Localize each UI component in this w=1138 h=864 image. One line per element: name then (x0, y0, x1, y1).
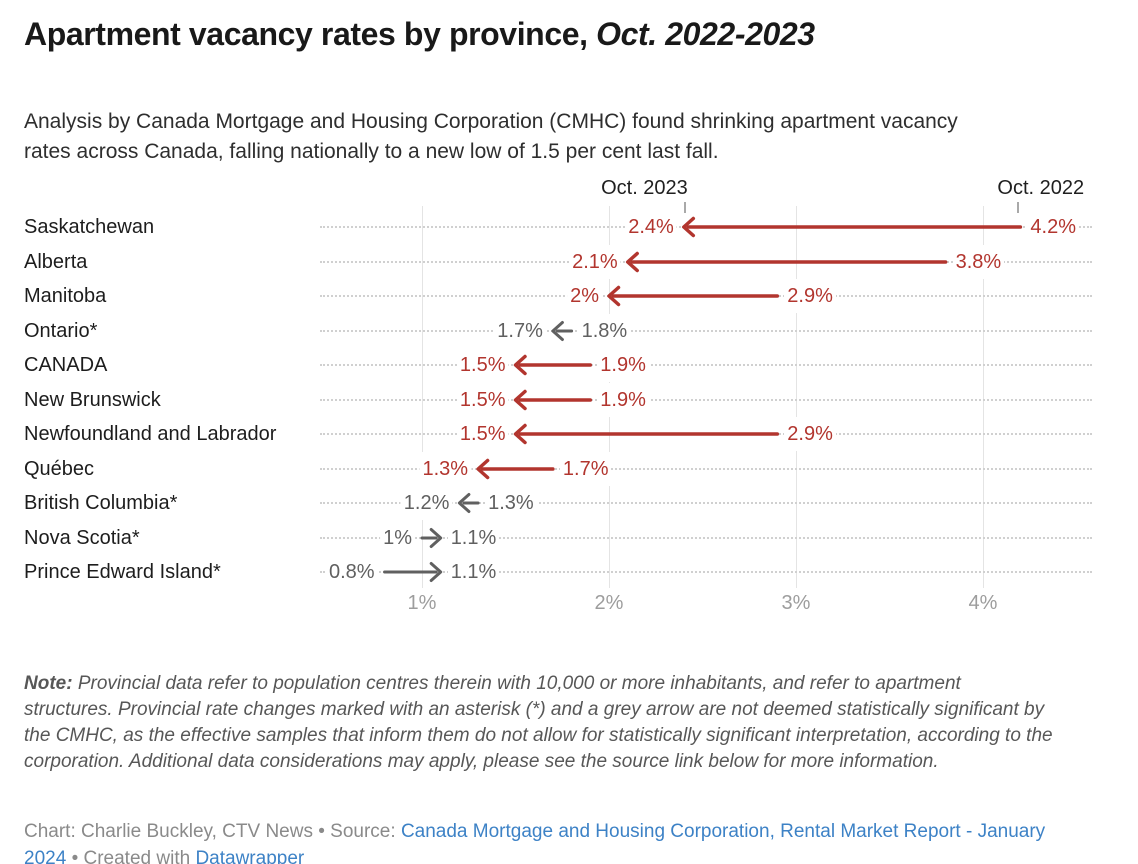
chart-row: Ontario* 1.7% 1.8% (0, 313, 1138, 348)
leader-dotted-line (320, 467, 1092, 470)
arrow (457, 493, 480, 513)
value-oct-2022: 1.9% (597, 348, 649, 382)
row-label: Ontario* (24, 313, 107, 348)
gridline (983, 206, 984, 588)
value-oct-2022: 2.9% (784, 279, 836, 313)
arrow (513, 423, 780, 445)
leader-dotted-line (320, 536, 1092, 539)
value-oct-2023: 1.5% (456, 417, 509, 451)
chart-row: Newfoundland and Labrador 1.5% 2.9% (0, 417, 1138, 451)
chart-subtitle: Analysis by Canada Mortgage and Housing … (24, 110, 958, 163)
value-oct-2023: 1.5% (456, 348, 509, 382)
value-oct-2022: 3.8% (952, 244, 1005, 279)
row-label: Québec (24, 451, 104, 486)
value-oct-2023: 2.4% (625, 210, 677, 244)
chart-note: Note: Provincial data refer to populatio… (24, 671, 1054, 775)
value-oct-2022: 2.9% (784, 417, 836, 451)
column-header-tick (1017, 202, 1020, 213)
value-oct-2022: 4.2% (1027, 210, 1079, 244)
credit-line: Chart: Charlie Buckley, CTV News • Sourc… (24, 818, 1086, 864)
chart-row: Prince Edward Island* 1.1% 0.8% (0, 555, 1138, 589)
x-axis-label: 3% (781, 592, 811, 614)
page-title-regular: Apartment vacancy rates by province, (24, 16, 597, 52)
value-oct-2023: 1.2% (400, 486, 453, 520)
note-label: Note: (24, 673, 73, 694)
credit-source-label: Source: (330, 821, 396, 842)
arrow (682, 216, 1023, 238)
value-oct-2022: 1.9% (597, 382, 649, 417)
row-label: Manitoba (24, 279, 116, 313)
chart-row: New Brunswick 1.5% 1.9% (0, 382, 1138, 417)
chart-row: Saskatchewan 2.4% 4.2% (0, 210, 1138, 244)
leader-dotted-line (320, 398, 1092, 401)
row-label: Saskatchewan (24, 210, 164, 244)
value-oct-2023: 1.5% (456, 382, 509, 417)
row-label: British Columbia* (24, 486, 187, 520)
value-oct-2023: 1.7% (494, 313, 546, 348)
column-header-tick (683, 202, 686, 213)
chart-row: Nova Scotia* 1.1% 1% (0, 520, 1138, 555)
value-oct-2022: 1.8% (578, 313, 631, 348)
x-axis-label: 1% (407, 592, 437, 614)
row-label: Newfoundland and Labrador (24, 417, 286, 451)
x-axis-label: 4% (968, 592, 998, 614)
chart-row: British Columbia* 1.2% 1.3% (0, 486, 1138, 520)
source-link[interactable]: Canada Mortgage and Housing Corporation,… (24, 821, 1046, 864)
leader-dotted-line (320, 502, 1092, 504)
arrow (420, 527, 443, 548)
gridline (796, 206, 797, 588)
row-label: Alberta (24, 244, 97, 279)
row-label: CANADA (24, 348, 117, 382)
datawrapper-link[interactable]: Datawrapper (195, 848, 305, 864)
chart-area: 1% 2% 3% 4% Oct. 2023 Oct. 2022 Saskatchewan 2.… (0, 177, 1138, 614)
credit-separator: • (71, 848, 79, 864)
note-text: Provincial data refer to population cent… (24, 673, 1053, 772)
row-label: Prince Edward Island* (24, 555, 230, 589)
value-oct-2022: 1.7% (559, 451, 612, 486)
arrow (476, 458, 555, 479)
arrow (383, 562, 443, 582)
value-oct-2023: 2% (567, 279, 602, 313)
credit-chart-author: Chart: Charlie Buckley, CTV News (24, 821, 313, 842)
chart-row: Manitoba 2% 2.9% (0, 279, 1138, 313)
value-oct-2022: 1% (380, 520, 415, 555)
value-oct-2023: 1.3% (419, 451, 472, 486)
arrow (607, 285, 780, 307)
value-oct-2022: 1.3% (485, 486, 537, 520)
arrow (513, 354, 593, 376)
page-title: Apartment vacancy rates by province, Oct… (24, 14, 815, 54)
leader-dotted-line (320, 571, 1092, 573)
column-header-oct-2023: Oct. 2023 (601, 177, 688, 199)
leader-dotted-line (320, 329, 1092, 332)
row-label: New Brunswick (24, 382, 170, 417)
leader-dotted-line (320, 364, 1092, 366)
chart-row: CANADA 1.5% 1.9% (0, 348, 1138, 382)
page-title-italic: Oct. 2022-2023 (596, 16, 815, 52)
arrow (551, 320, 574, 341)
gridline (422, 206, 423, 588)
row-label: Nova Scotia* (24, 520, 149, 555)
value-oct-2023: 2.1% (569, 244, 621, 279)
arrow (625, 251, 948, 272)
arrow (513, 389, 593, 410)
chart-row: Québec 1.3% 1.7% (0, 451, 1138, 486)
value-oct-2023: 1.1% (447, 555, 500, 589)
chart-row: Alberta 2.1% 3.8% (0, 244, 1138, 279)
credit-created-with: Created with (83, 848, 191, 864)
credit-separator: • (318, 821, 325, 842)
value-oct-2023: 1.1% (447, 520, 500, 555)
column-header-oct-2022: Oct. 2022 (997, 177, 1085, 199)
value-oct-2022: 0.8% (326, 555, 378, 589)
x-axis-label: 2% (594, 592, 624, 614)
